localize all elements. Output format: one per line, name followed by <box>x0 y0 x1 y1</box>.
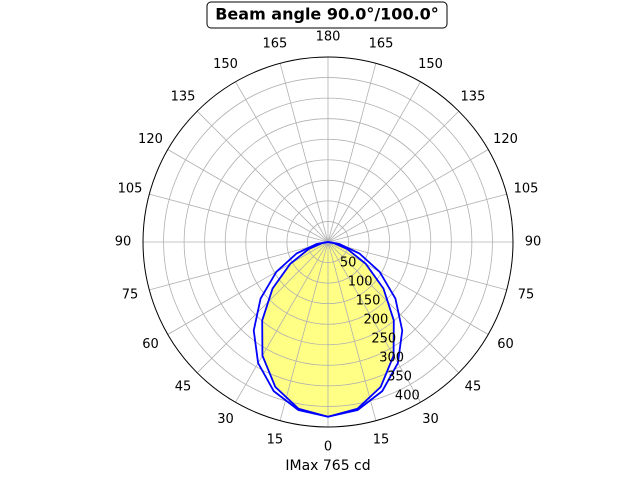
grid-spoke <box>167 241 329 335</box>
grid-spoke <box>327 110 460 243</box>
grid-spoke <box>279 241 329 421</box>
theta-tick-label: 165 <box>263 36 288 51</box>
theta-tick-label: 135 <box>171 90 196 105</box>
r-tick-label: 300 <box>379 350 404 365</box>
theta-tick-label: 135 <box>461 90 486 105</box>
theta-tick-label: 60 <box>497 337 514 352</box>
title-box <box>206 1 448 29</box>
theta-tick-label: 30 <box>217 412 234 427</box>
theta-tick-label: 75 <box>122 288 139 303</box>
polar-spine <box>142 56 514 428</box>
grid-spoke <box>327 193 507 243</box>
theta-tick-label: 120 <box>138 132 163 147</box>
r-tick-label: 350 <box>387 369 412 384</box>
theta-tick-label: 120 <box>493 132 518 147</box>
theta-tick-label: 105 <box>514 181 539 196</box>
r-tick-label: 200 <box>363 312 388 327</box>
grid-spoke <box>327 149 489 243</box>
chart-title: Beam angle 90.0°/100.0° <box>215 5 439 24</box>
grid-spoke <box>235 81 329 243</box>
theta-tick-label: 15 <box>373 433 390 448</box>
grid-spoke <box>279 63 329 243</box>
theta-tick-label: 180 <box>316 30 341 45</box>
grid-spoke <box>196 241 329 374</box>
grid-spoke <box>327 241 507 291</box>
theta-tick-label: 150 <box>213 57 238 72</box>
grid-spoke <box>327 241 377 421</box>
series-line <box>261 241 395 418</box>
theta-tick-label: 150 <box>418 57 443 72</box>
grid-spoke <box>327 241 460 374</box>
grid-spoke <box>167 149 329 243</box>
grid-spoke <box>327 81 421 243</box>
theta-tick-label: 0 <box>324 440 332 455</box>
theta-tick-label: 90 <box>525 235 542 250</box>
grid-spoke <box>327 63 377 243</box>
grid-spoke <box>327 241 489 335</box>
theta-tick-label: 15 <box>267 433 284 448</box>
theta-tick-label: 165 <box>369 36 394 51</box>
grid-spoke <box>149 193 329 243</box>
grid-spoke <box>196 110 329 243</box>
grid-spoke <box>149 241 329 291</box>
r-tick-label: 400 <box>395 388 420 403</box>
theta-tick-label: 45 <box>465 379 482 394</box>
theta-tick-label: 45 <box>175 379 192 394</box>
grid-spoke <box>327 241 421 403</box>
r-tick-label: 150 <box>356 293 381 308</box>
theta-tick-label: 75 <box>518 288 535 303</box>
grid-spoke <box>235 241 329 403</box>
r-tick-label: 250 <box>371 331 396 346</box>
theta-tick-label: 30 <box>422 412 439 427</box>
x-axis-label: IMax 765 cd <box>285 458 370 474</box>
r-tick-label: 100 <box>348 274 373 289</box>
theta-tick-label: 60 <box>142 337 159 352</box>
r-tick-label: 50 <box>340 255 357 270</box>
theta-tick-label: 90 <box>115 235 132 250</box>
theta-tick-label: 105 <box>118 181 143 196</box>
